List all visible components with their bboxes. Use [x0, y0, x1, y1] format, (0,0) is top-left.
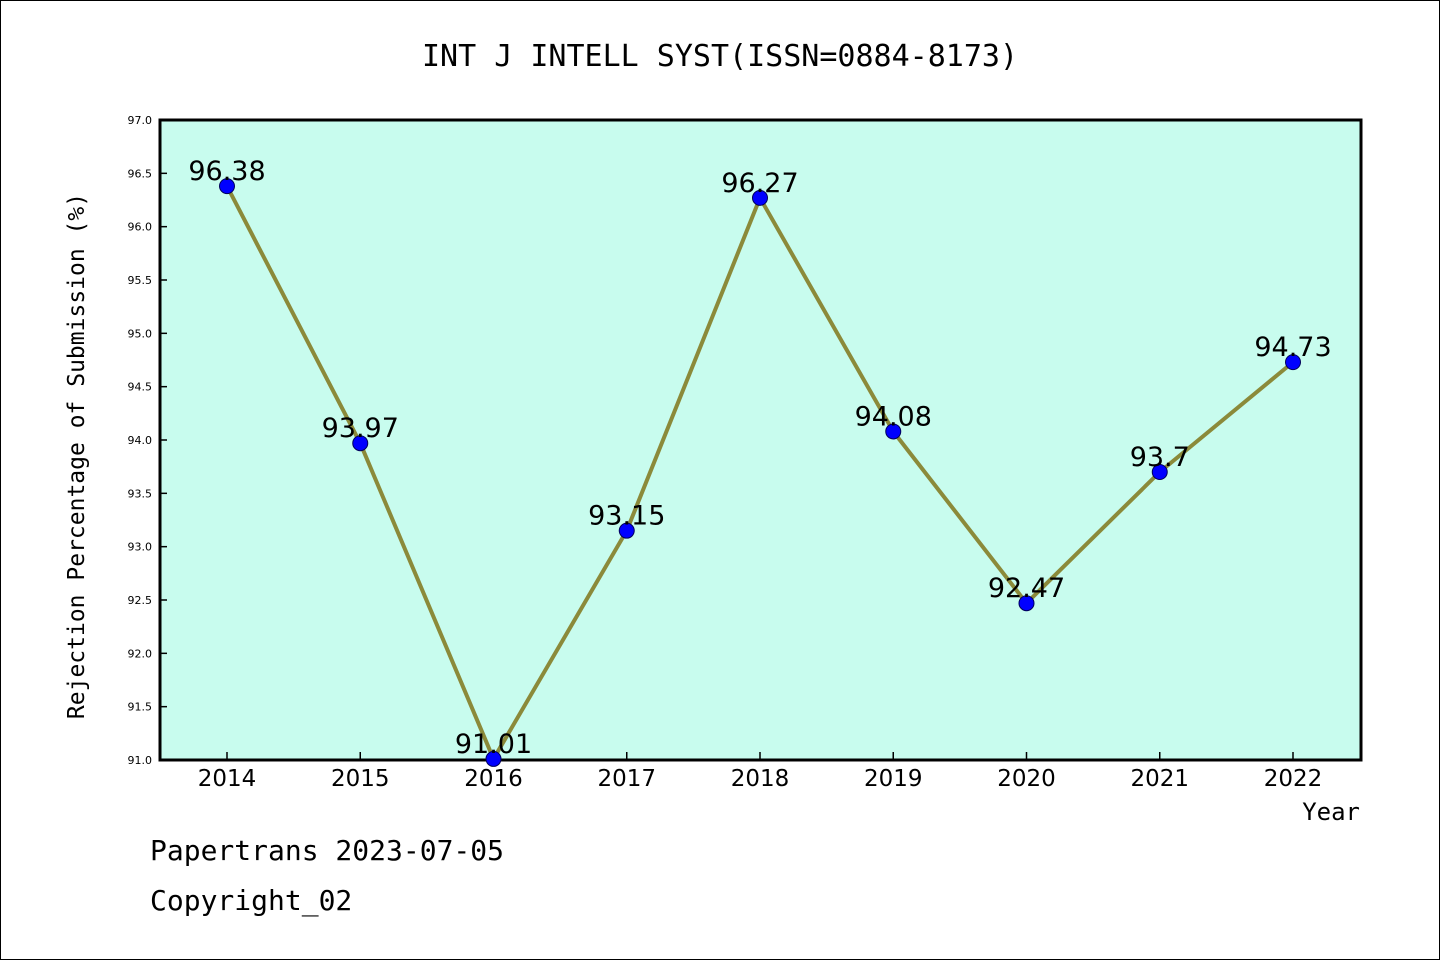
data-point [1018, 595, 1035, 612]
data-point [485, 750, 502, 767]
data-point [752, 189, 768, 206]
data-point [219, 178, 235, 195]
x-tick-label: 2014 [198, 766, 257, 792]
data-label: 96.38 [188, 156, 265, 187]
x-tick-label: 2020 [997, 766, 1056, 792]
data-point [1285, 354, 1301, 371]
y-tick-label: 92.0 [128, 647, 153, 660]
y-tick-label: 91.5 [128, 701, 153, 714]
data-point [885, 423, 902, 440]
y-tick-label: 93.0 [128, 541, 153, 554]
data-point [1151, 464, 1168, 480]
y-tick-label: 97.0 [128, 114, 153, 127]
y-tick-label: 96.0 [128, 221, 153, 234]
y-tick-label: 95.0 [128, 327, 153, 340]
x-tick-label: 2018 [731, 766, 790, 792]
footer-date: Papertrans 2023-07-05 [150, 834, 505, 867]
x-tick-label: 2022 [1264, 766, 1323, 792]
y-axis-label: Rejection Percentage of Submission (%) [64, 193, 90, 719]
series-group: 96.38 93.97 91.01 93.15 96.27 94.08 92.47 93.7 9… [188, 156, 1332, 767]
y-tick-label: 92.5 [128, 594, 153, 607]
y-tick-label: 94.0 [128, 434, 153, 447]
data-label: 94.08 [855, 401, 932, 432]
x-tick-label: 2016 [464, 766, 523, 792]
footer-copyright: Copyright_02 [150, 884, 353, 917]
data-point [618, 522, 635, 539]
data-label: 94.73 [1254, 332, 1331, 363]
x-axis: 2014 2015 2016 2017 2018 2019 2020 2021 2022 [198, 752, 1323, 792]
chart-title: INT J INTELL SYST(ISSN=0884-8173) [422, 39, 1018, 74]
y-tick-label: 94.5 [128, 381, 153, 394]
y-tick-label: 91.0 [128, 754, 153, 767]
y-tick-label: 95.5 [128, 274, 153, 287]
y-tick-label: 96.5 [128, 167, 153, 180]
data-label: 93.97 [322, 413, 399, 444]
data-label: 96.27 [721, 168, 798, 199]
data-label: 92.47 [988, 573, 1065, 604]
data-label: 93.7 [1130, 442, 1190, 473]
x-tick-label: 2019 [864, 766, 923, 792]
x-tick-label: 2021 [1130, 766, 1189, 792]
data-point [352, 435, 369, 452]
y-axis: 91.0 91.5 92.0 92.5 93.0 93.5 94.0 94.5 95.0 95.5… [128, 114, 167, 767]
data-label: 93.15 [588, 501, 665, 532]
x-tick-label: 2017 [597, 766, 656, 792]
y-tick-label: 93.5 [128, 487, 153, 500]
x-tick-label: 2015 [331, 766, 390, 792]
data-label: 91.01 [455, 729, 532, 760]
x-axis-label: Year [1302, 798, 1360, 826]
